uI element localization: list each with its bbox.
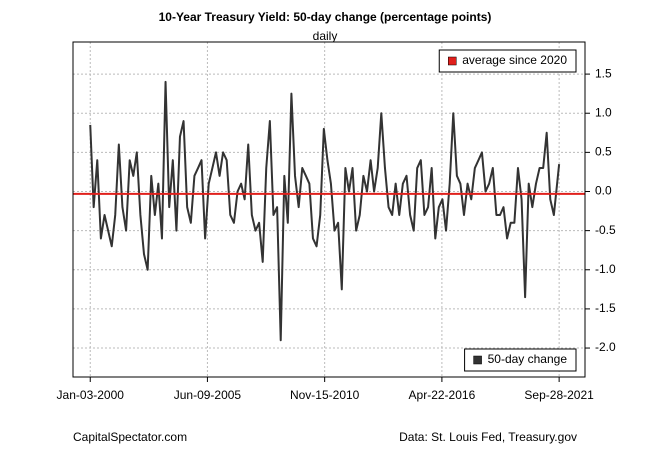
y-tick-label: -2.0: [595, 340, 616, 354]
y-tick-label: 0.0: [595, 184, 612, 198]
y-tick-label: 1.0: [595, 105, 612, 119]
legend-box: [464, 348, 577, 372]
x-tick-label: Nov-15-2010: [290, 388, 360, 402]
y-tick-label: -1.5: [595, 301, 616, 315]
legend-swatch: [473, 355, 482, 365]
legend-label: 50-day change: [488, 352, 568, 366]
y-tick-label: -0.5: [595, 223, 616, 237]
legend-label: average since 2020: [462, 53, 567, 67]
x-tick-label: Jan-03-2000: [57, 388, 125, 402]
series-line: [89, 80, 561, 342]
chart-title: 10-Year Treasury Yield: 50-day change (p…: [159, 10, 492, 24]
y-tick-label: 1.5: [595, 66, 612, 80]
x-tick-label: Sep-28-2021: [524, 388, 594, 402]
legend-box: [438, 49, 577, 73]
x-tick-label: Jun-09-2005: [174, 388, 242, 402]
plot-frame: [72, 41, 586, 378]
footer-left: CapitalSpectator.com: [73, 430, 187, 444]
legend-swatch: [448, 56, 457, 66]
x-tick-label: Apr-22-2016: [409, 388, 476, 402]
y-tick-label: 0.5: [595, 145, 612, 159]
footer-right: Data: St. Louis Fed, Treasury.gov: [399, 430, 577, 444]
y-tick-label: -1.0: [595, 262, 616, 276]
chart-subtitle: daily: [313, 29, 338, 43]
